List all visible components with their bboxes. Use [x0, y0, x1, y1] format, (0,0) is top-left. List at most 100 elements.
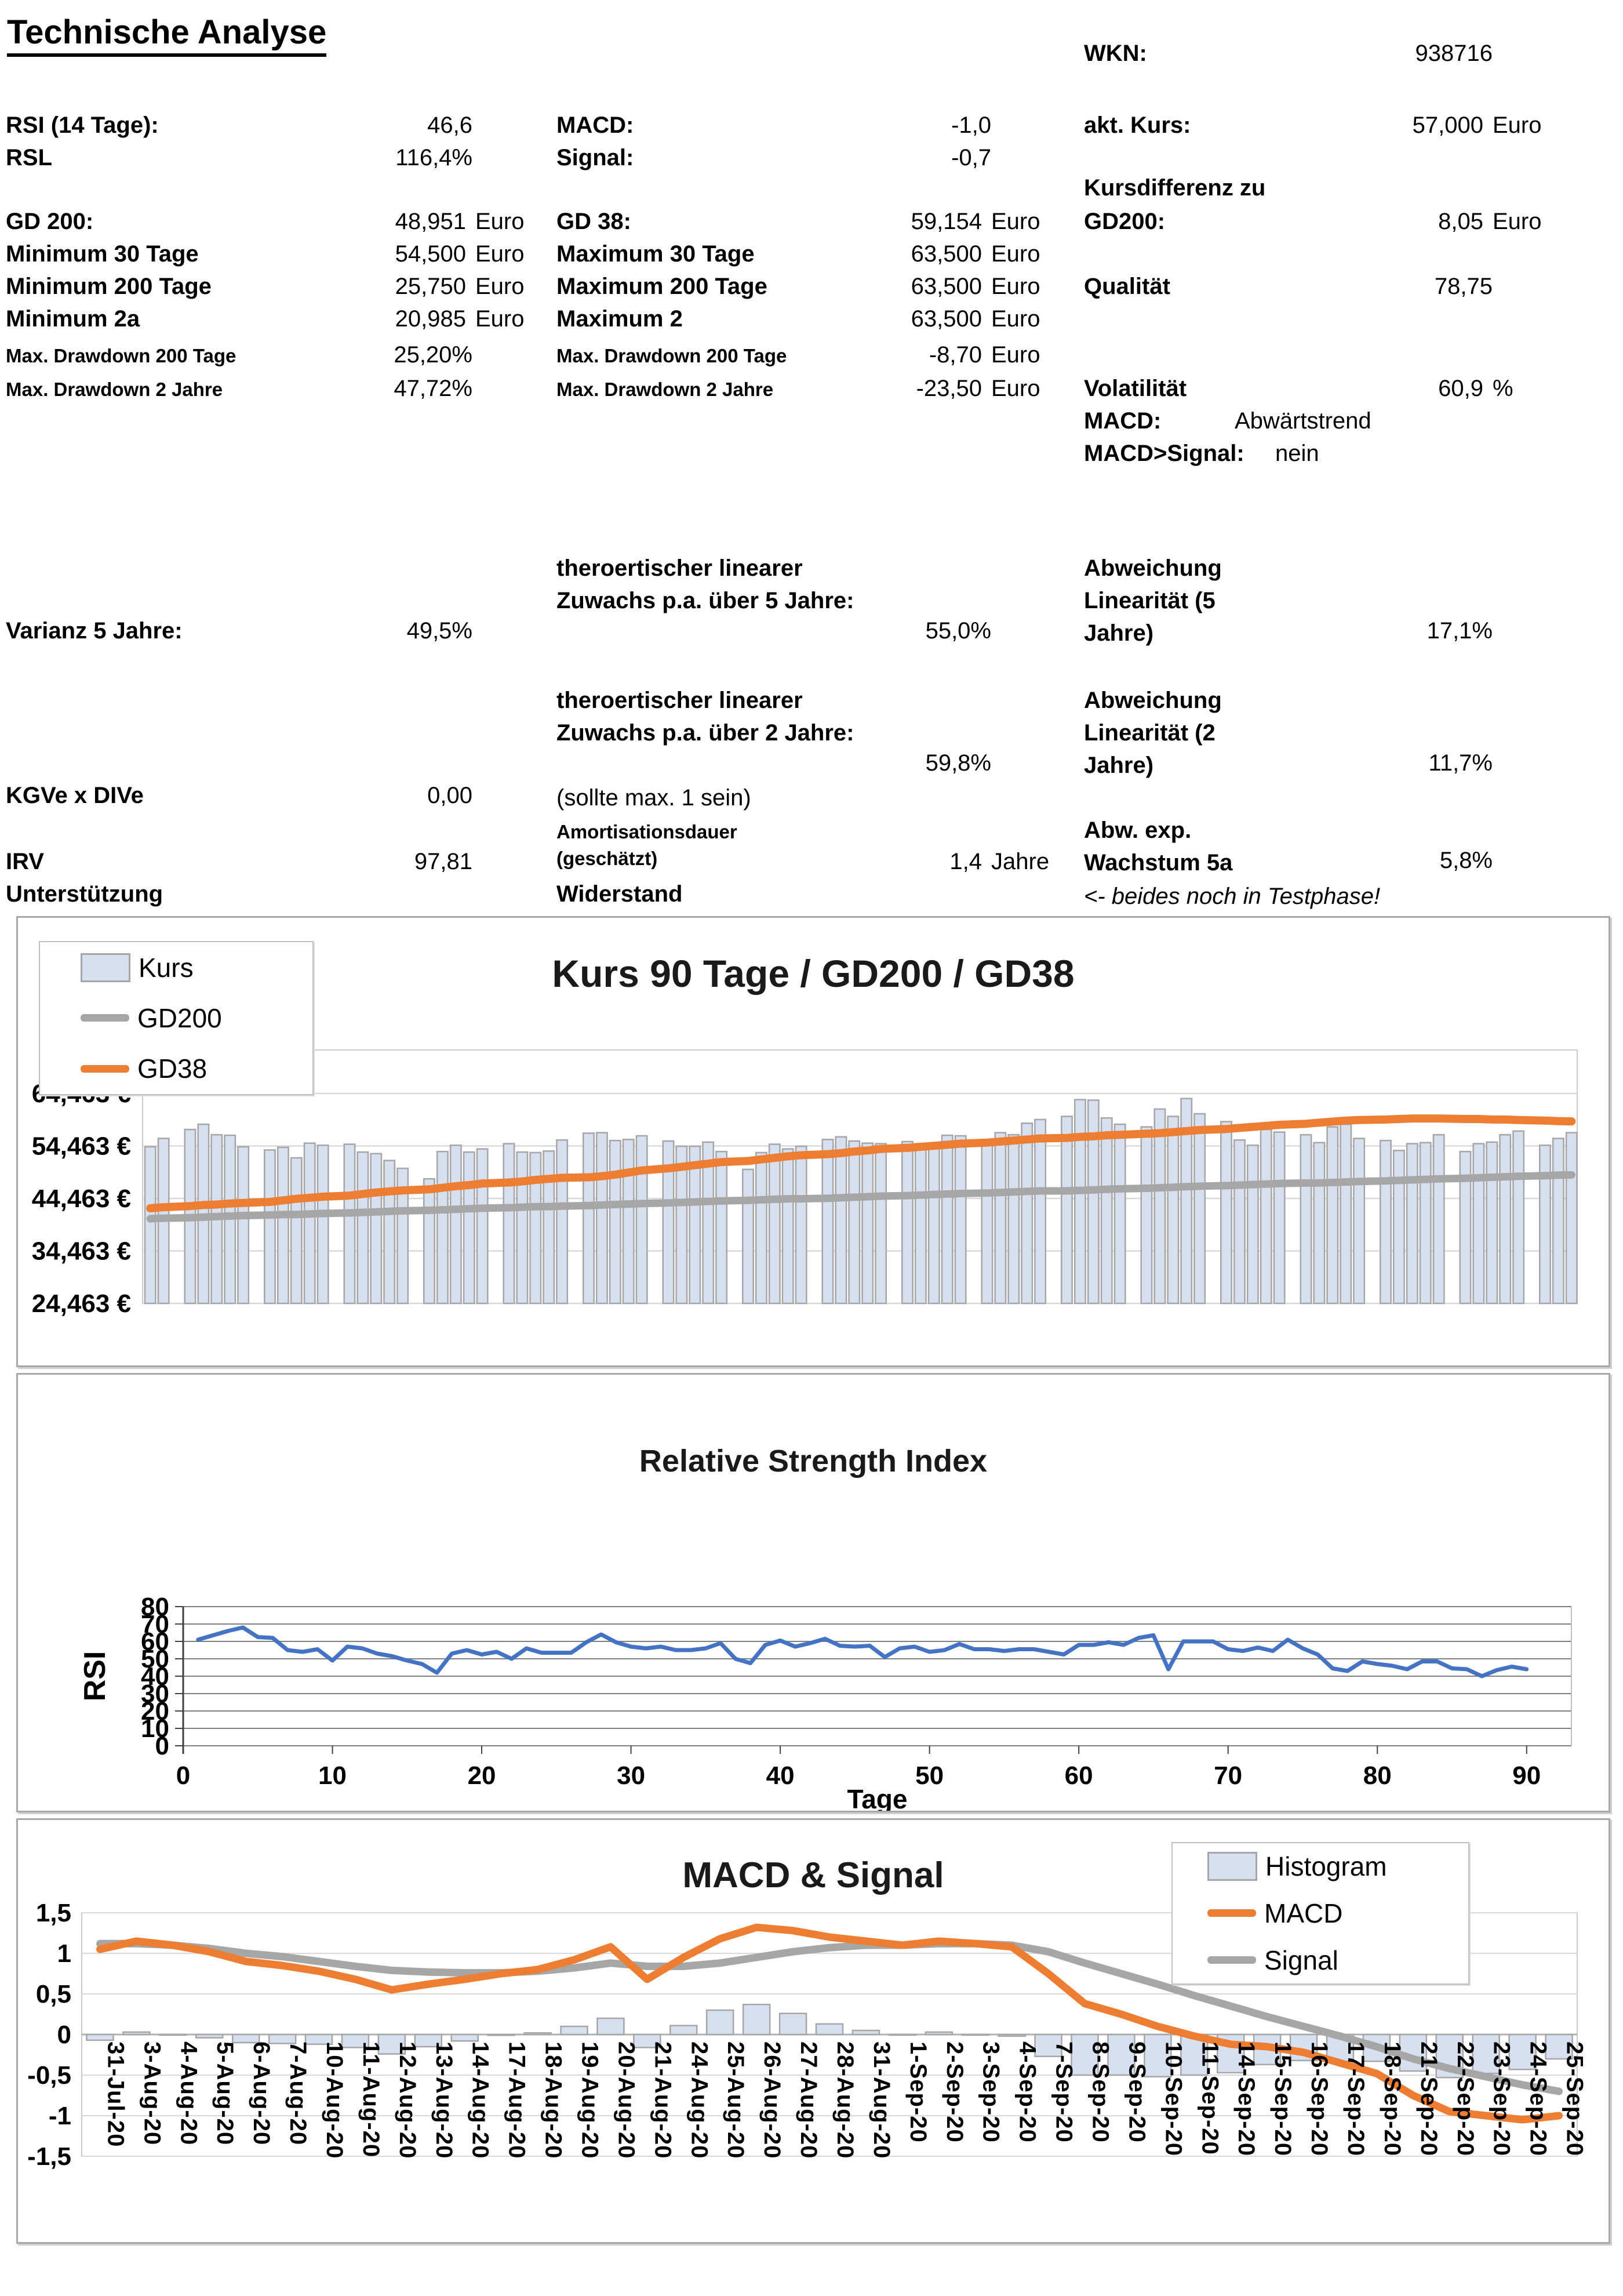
svg-text:3-Sep-20: 3-Sep-20: [978, 2041, 1004, 2143]
signal-line-icon: [1207, 1956, 1256, 1964]
svg-text:16-Sep-20: 16-Sep-20: [1307, 2041, 1332, 2156]
macd-chart-canvas: 1,5 1 0,5 0 -0,5 -1 -1,5 31-Jul-20 3-Aug-20 4-Aug…: [27, 1899, 1588, 2171]
stat-kgve: KGVe x DIVe 0,00: [6, 783, 472, 808]
stat-drawdown200-eur: Max. Drawdown 200 Tage -8,70 Euro: [556, 342, 1040, 368]
kurs-chart: 64,463 €54,463 €44,463 €34,463 €24,463 €…: [16, 916, 1610, 1367]
stat-volatilitaet: Volatilität 60,9%: [1084, 376, 1513, 401]
label-abweichung-2j: Abweichung Linearität (2 Jahre): [1084, 688, 1222, 778]
svg-text:18-Sep-20: 18-Sep-20: [1380, 2041, 1405, 2156]
macd-line: [96, 1923, 1563, 2124]
svg-text:10-Aug-20: 10-Aug-20: [322, 2041, 347, 2159]
svg-text:15-Sep-20: 15-Sep-20: [1270, 2041, 1296, 2156]
stat-macd: MACD: -1,0: [556, 112, 991, 138]
svg-text:3-Aug-20: 3-Aug-20: [139, 2041, 165, 2145]
stat-zuwachs-2j: 59,8%: [925, 750, 991, 776]
kurs-chart-legend: Kurs GD200 GD38: [39, 941, 314, 1095]
label-zuwachs-5j: theroertischer linearer Zuwachs p.a. übe…: [556, 555, 854, 613]
svg-text:17-Aug-20: 17-Aug-20: [504, 2041, 530, 2159]
stat-drawdown200-pct: Max. Drawdown 200 Tage 25,20%: [6, 342, 472, 368]
gd200-line-icon: [81, 1014, 129, 1022]
svg-text:-0,5: -0,5: [27, 2061, 71, 2090]
svg-text:80: 80: [1363, 1761, 1392, 1790]
svg-text:30: 30: [617, 1761, 645, 1790]
svg-text:Tage: Tage: [847, 1784, 908, 1811]
label-widerstand: Widerstand: [556, 881, 683, 907]
svg-text:20: 20: [141, 1697, 169, 1725]
rsi-line: [196, 1625, 1529, 1679]
svg-text:4-Aug-20: 4-Aug-20: [176, 2041, 201, 2145]
stat-drawdown2j-eur: Max. Drawdown 2 Jahre -23,50 Euro: [556, 376, 1040, 401]
label-kursdifferenz: Kursdifferenz zu: [1084, 175, 1266, 201]
stat-qualitaet: Qualität 78,75: [1084, 274, 1493, 299]
svg-text:12-Aug-20: 12-Aug-20: [395, 2041, 420, 2159]
svg-text:11-Sep-20: 11-Sep-20: [1197, 2041, 1222, 2155]
svg-text:11-Aug-20: 11-Aug-20: [358, 2041, 384, 2157]
kurs-chart-title: Kurs 90 Tage / GD200 / GD38: [552, 952, 1075, 995]
svg-text:50: 50: [915, 1761, 944, 1790]
svg-text:25-Sep-20: 25-Sep-20: [1562, 2041, 1588, 2156]
svg-text:7-Aug-20: 7-Aug-20: [285, 2041, 311, 2145]
legend-item-histogram: Histogram: [1207, 1851, 1468, 1882]
stat-rsl: RSL 116,4%: [6, 145, 472, 170]
svg-text:40: 40: [766, 1761, 795, 1790]
svg-text:44,463 €: 44,463 €: [32, 1185, 131, 1213]
svg-text:24-Aug-20: 24-Aug-20: [686, 2041, 712, 2159]
svg-text:24-Sep-20: 24-Sep-20: [1526, 2041, 1551, 2156]
svg-text:1,5: 1,5: [36, 1899, 71, 1927]
gd38-line-icon: [81, 1065, 129, 1073]
stat-amortisationsdauer: 1,4 Jahre: [949, 849, 1050, 874]
svg-text:25-Aug-20: 25-Aug-20: [723, 2041, 748, 2159]
legend-item-gd38: GD38: [81, 1053, 312, 1084]
macd-chart: 1,5 1 0,5 0 -0,5 -1 -1,5 31-Jul-20 3-Aug-20 4-Aug…: [16, 1818, 1610, 2244]
stat-rsi: RSI (14 Tage): 46,6: [6, 112, 472, 138]
kurs-chart-canvas: 64,463 €54,463 €44,463 €34,463 €24,463 €: [32, 1049, 1578, 1318]
label-amortisationsdauer: Amortisationsdauer (geschätzt): [556, 821, 737, 870]
svg-text:70: 70: [141, 1610, 169, 1639]
stat-varianz: Varianz 5 Jahre: 49,5%: [6, 618, 472, 644]
svg-text:8-Sep-20: 8-Sep-20: [1087, 2041, 1113, 2143]
stat-min2a: Minimum 2a 20,985 Euro: [6, 306, 525, 332]
svg-text:4-Sep-20: 4-Sep-20: [1015, 2041, 1040, 2143]
svg-text:14-Aug-20: 14-Aug-20: [468, 2041, 493, 2159]
stat-signal: Signal: -0,7: [556, 145, 991, 170]
label-abw-exp-wachstum: Abw. exp. Wachstum 5a: [1084, 818, 1233, 875]
stat-max200: Maximum 200 Tage 63,500 Euro: [556, 274, 1040, 299]
svg-text:31-Aug-20: 31-Aug-20: [869, 2041, 894, 2159]
svg-text:1: 1: [57, 1939, 71, 1968]
stat-macd-gt-signal: MACD>Signal: nein: [1084, 441, 1319, 466]
svg-text:23-Sep-20: 23-Sep-20: [1489, 2041, 1515, 2156]
svg-text:20-Aug-20: 20-Aug-20: [613, 2041, 639, 2159]
gd200-line: [146, 1171, 1575, 1223]
legend-item-kurs: Kurs: [81, 952, 312, 983]
svg-text:90: 90: [1512, 1761, 1541, 1790]
svg-text:14-Sep-20: 14-Sep-20: [1233, 2041, 1259, 2156]
stat-max2: Maximum 2 63,500 Euro: [556, 306, 1040, 332]
stat-gd200: GD 200: 48,951 Euro: [6, 209, 525, 234]
svg-text:31-Jul-20: 31-Jul-20: [103, 2041, 128, 2147]
svg-text:10: 10: [141, 1714, 169, 1743]
svg-text:17-Sep-20: 17-Sep-20: [1343, 2041, 1369, 2156]
svg-text:80: 80: [141, 1593, 169, 1621]
svg-text:18-Aug-20: 18-Aug-20: [541, 2041, 566, 2159]
svg-text:-1,5: -1,5: [27, 2142, 71, 2171]
svg-text:22-Sep-20: 22-Sep-20: [1453, 2041, 1478, 2156]
label-zuwachs-2j: theroertischer linearer Zuwachs p.a. übe…: [556, 688, 854, 746]
svg-text:26-Aug-20: 26-Aug-20: [759, 2041, 785, 2159]
svg-text:RSI: RSI: [78, 1651, 112, 1702]
stat-akt-kurs: akt. Kurs: 57,000 Euro: [1084, 112, 1542, 138]
svg-text:7-Sep-20: 7-Sep-20: [1051, 2041, 1077, 2143]
svg-text:9-Sep-20: 9-Sep-20: [1124, 2041, 1149, 2143]
svg-text:28-Aug-20: 28-Aug-20: [832, 2041, 858, 2159]
stat-macd-trend: MACD: Abwärtstrend: [1084, 408, 1371, 434]
svg-text:2-Sep-20: 2-Sep-20: [942, 2041, 967, 2143]
gd38-line: [146, 1114, 1576, 1212]
stat-abweichung-2j: 11,7%: [1428, 750, 1493, 776]
macd-chart-legend: Histogram MACD Signal: [1171, 1842, 1469, 1985]
svg-text:30: 30: [141, 1680, 169, 1708]
stat-max30: Maximum 30 Tage 63,500 Euro: [556, 241, 1040, 267]
page-title: Technische Analyse: [7, 13, 327, 57]
svg-text:0,5: 0,5: [36, 1980, 71, 2008]
stat-wachstum-5a: 5,8%: [1439, 848, 1493, 873]
